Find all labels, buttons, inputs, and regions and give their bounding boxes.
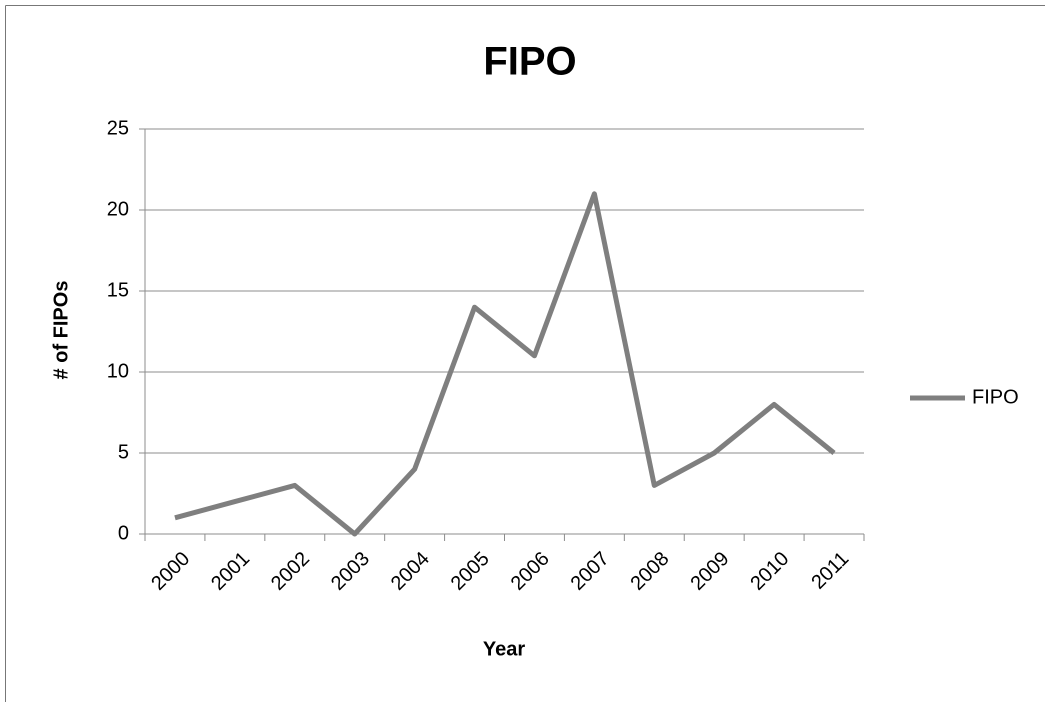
legend-label: FIPO bbox=[972, 386, 1019, 408]
x-tick-label: 2007 bbox=[567, 548, 614, 595]
x-tick-label: 2011 bbox=[807, 548, 853, 594]
x-tick-label: 2008 bbox=[627, 548, 674, 595]
x-tick-label: 2005 bbox=[447, 548, 494, 595]
y-tick-label: 10 bbox=[107, 360, 129, 382]
x-tick-label: 2001 bbox=[207, 548, 254, 595]
x-tick-label: 2000 bbox=[147, 548, 194, 595]
x-tick-label: 2009 bbox=[686, 548, 733, 595]
y-axis-label: # of FIPOs bbox=[50, 281, 72, 380]
y-tick-label: 20 bbox=[107, 198, 129, 220]
chart-title: FIPO bbox=[483, 40, 576, 84]
x-tick-label: 2006 bbox=[507, 548, 554, 595]
x-axis-label: Year bbox=[483, 638, 525, 660]
x-tick-label: 2003 bbox=[327, 548, 374, 595]
y-tick-label: 0 bbox=[118, 522, 129, 544]
y-tick-label: 25 bbox=[107, 117, 129, 139]
line-series bbox=[174, 191, 836, 537]
x-tick-label: 2002 bbox=[267, 548, 314, 595]
y-tick-label: 15 bbox=[107, 279, 129, 301]
y-tick-label: 5 bbox=[118, 441, 129, 463]
x-tick-label: 2010 bbox=[746, 548, 793, 595]
x-tick-label: 2004 bbox=[387, 548, 434, 595]
